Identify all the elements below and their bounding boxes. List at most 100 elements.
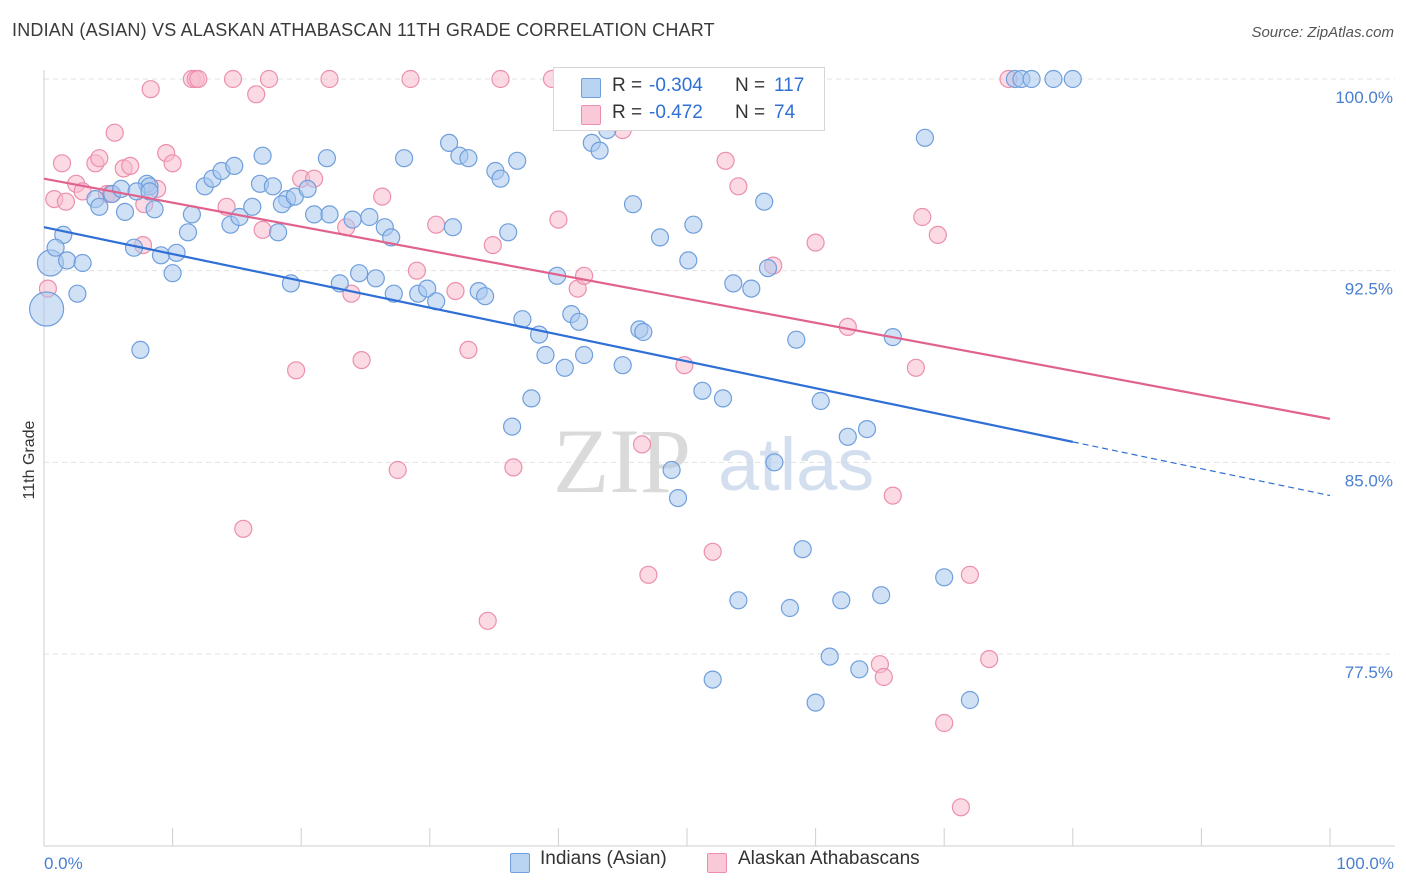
scatter-point — [555, 358, 574, 377]
scatter-point — [395, 149, 414, 168]
scatter-point — [915, 128, 935, 147]
y-axis-title: 11th Grade — [21, 420, 38, 499]
scatter-point — [253, 146, 272, 165]
scatter-point — [935, 568, 954, 587]
scatter-point — [269, 223, 288, 242]
scatter-point — [443, 218, 462, 237]
series-legend: Indians (Asian) Alaskan Athabascans — [0, 848, 1406, 878]
series-indians-asian — [28, 69, 1082, 712]
legend-swatch-blue — [581, 78, 601, 98]
scatter-point — [178, 223, 198, 242]
scatter-point — [189, 69, 208, 89]
scatter-point — [253, 220, 272, 239]
scatter-point — [838, 427, 857, 446]
scatter-point — [223, 69, 243, 89]
scatter-point — [590, 141, 609, 160]
scatter-point — [366, 269, 385, 288]
scatter-point — [613, 356, 632, 375]
trendline-athabascans — [43, 177, 1331, 420]
scatter-point — [662, 460, 681, 480]
scatter-point — [820, 647, 839, 666]
scatter-point — [287, 361, 306, 380]
watermark-zip: ZIP — [553, 410, 691, 512]
scatter-point — [951, 798, 971, 817]
y-tick-labels: 100.0% 92.5% 85.0% 77.5% — [1335, 88, 1393, 682]
scatter-point — [729, 177, 748, 196]
scatter-point — [360, 207, 379, 227]
scatter-point — [343, 210, 362, 229]
scatter-point — [872, 586, 891, 605]
scatter-point — [491, 69, 510, 89]
scatter-point — [243, 197, 262, 216]
scatter-point — [90, 149, 109, 168]
x-ticks — [43, 828, 1331, 846]
scatter-point — [960, 690, 980, 710]
scatter-point — [259, 69, 279, 89]
watermark: ZIP atlas — [553, 410, 874, 512]
scatter-point — [141, 80, 160, 99]
scatter-point — [684, 215, 703, 234]
scatter-point — [28, 291, 65, 327]
scatter-point — [459, 340, 478, 359]
scatter-point — [549, 210, 568, 229]
scatter-point — [724, 274, 743, 293]
scatter-point — [874, 667, 893, 687]
scatter-point — [502, 417, 522, 436]
scatter-point — [131, 340, 150, 359]
scatter-point — [225, 156, 244, 175]
scatter-point — [163, 264, 182, 283]
scatter-point — [928, 225, 947, 244]
scatter-point — [623, 195, 643, 214]
scatter-point — [832, 591, 851, 610]
legend-row-athabascans: R = -0.472 N = 74 — [554, 101, 824, 127]
scatter-point — [350, 264, 369, 283]
scatter-point — [145, 200, 164, 219]
scatter-point — [407, 261, 426, 280]
legend-n-value: 74 — [774, 102, 796, 123]
scatter-point — [536, 345, 555, 365]
scatter-point — [634, 322, 653, 342]
legend-r-value: -0.472 — [649, 102, 703, 123]
x-tick-label-max: 100.0% — [1336, 854, 1394, 873]
scatter-point — [418, 279, 437, 298]
scatter-point — [1044, 69, 1063, 89]
scatter-point — [758, 259, 778, 278]
scatter-point — [713, 389, 733, 408]
scatter-point — [68, 284, 87, 303]
legend-swatch-pink — [581, 105, 601, 125]
scatter-point — [73, 253, 92, 273]
scatter-point — [883, 486, 902, 505]
scatter-point — [499, 223, 518, 242]
legend-r-value: -0.304 — [649, 75, 703, 96]
legend-r-label: R = — [612, 102, 643, 123]
scatter-point — [632, 435, 652, 454]
y-tick-label: 77.5% — [1345, 663, 1393, 682]
legend-label-athabascans: Alaskan Athabascans — [738, 848, 920, 869]
scatter-point — [906, 358, 926, 377]
scatter-point — [115, 202, 135, 221]
scatter-point — [508, 151, 527, 170]
y-tick-label: 85.0% — [1345, 471, 1393, 490]
stats-legend: R = -0.304 N = 117 R = -0.472 N = 74 — [553, 67, 825, 131]
scatter-point — [703, 542, 722, 561]
scatter-point — [716, 151, 735, 170]
scatter-point — [446, 282, 465, 301]
y-tick-label: 100.0% — [1335, 88, 1393, 107]
scatter-point — [140, 182, 159, 201]
scatter-point — [806, 233, 825, 252]
scatter-point — [787, 330, 806, 349]
scatter-point — [742, 279, 761, 298]
scatter-point — [384, 284, 403, 303]
scatter-point — [504, 458, 523, 477]
scatter-point — [440, 133, 459, 152]
scatter-point — [491, 169, 510, 188]
legend-n-label: N = — [735, 102, 766, 123]
legend-label-indians: Indians (Asian) — [540, 848, 667, 869]
scatter-point — [478, 611, 497, 630]
scatter-point — [105, 123, 124, 142]
scatter-point — [569, 312, 589, 331]
legend-row-indians: R = -0.304 N = 117 — [554, 74, 824, 100]
scatter-point — [650, 228, 670, 247]
scatter-point — [427, 215, 446, 234]
